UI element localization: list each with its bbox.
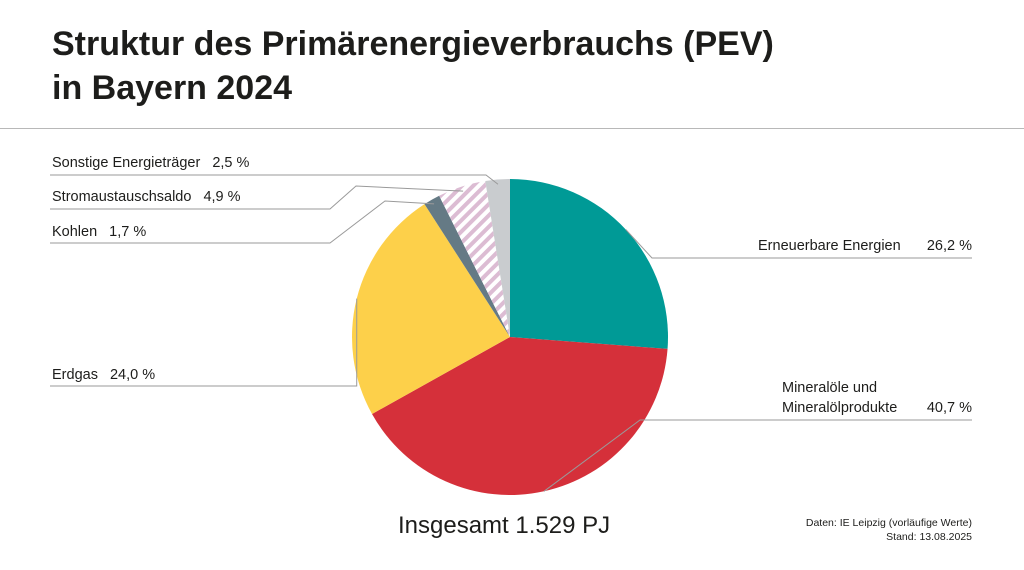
total-label: Insgesamt 1.529 PJ [398,512,611,539]
pie-slice [351,204,510,414]
leader-line [50,200,435,244]
chart-title: Struktur des Primärenergieverbrauchs (PE… [52,25,774,107]
category-name: Erneuerbare Energien [758,238,901,254]
value-label: 1,7 % [109,224,147,240]
category-name: Sonstige Energieträger [52,155,201,171]
value-label: 2,5 % [212,155,250,171]
divider [0,128,1024,129]
leader-line [543,419,972,492]
slice-label: Mineralöle und Mineralölprodukte 40,7 % [782,378,972,418]
value-label: 4,9 % [203,189,241,205]
pie-slice [424,195,510,337]
category-name: Stromaustauschsaldo [52,189,192,205]
slice-label: Erneuerbare Energien 26,2 % [758,236,972,256]
leader-line [50,185,464,210]
pie-slice [372,337,668,496]
slice-label: Stromaustauschsaldo 4,9 % [52,187,241,207]
leader-line [50,174,499,185]
category-name: Mineralöle und Mineralölprodukte [782,380,898,416]
value-label: 40,7 % [926,400,972,416]
date: Stand: 13.08.2025 [886,531,972,543]
value-label: 24,0 % [109,367,156,383]
slice-label: Erdgas 24,0 % [52,365,155,385]
slice-label: Sonstige Energieträger 2,5 % [52,153,249,173]
category-name: Kohlen [52,224,98,240]
slice-label: Kohlen 1,7 % [52,222,146,242]
pie-slice [510,179,668,349]
source: Daten: IE Leipzig (vorläufige Werte) [805,517,972,529]
category-name: Erdgas [52,367,98,383]
source-note: Daten: IE Leipzig (vorläufige Werte) Sta… [806,516,972,544]
pie-slice [485,179,510,337]
pie-slice [439,180,510,337]
leader-line [50,298,358,387]
value-label: 26,2 % [926,238,972,254]
leader-line [625,229,972,259]
